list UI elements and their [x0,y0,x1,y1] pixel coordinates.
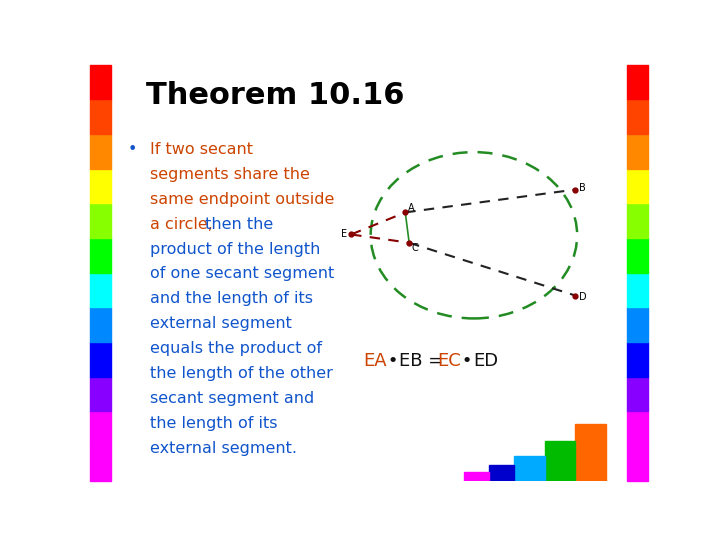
Bar [627,307,648,342]
Text: equals the product of: equals the product of [150,341,323,356]
Bar [627,377,648,411]
Text: product of the length: product of the length [150,241,320,256]
Text: same endpoint outside: same endpoint outside [150,192,335,207]
Text: •: • [382,352,404,370]
Bar [90,99,111,134]
Bar [545,441,575,481]
Text: segments share the: segments share the [150,167,310,181]
Text: EB =: EB = [399,352,449,370]
Bar [90,446,111,481]
Text: and the length of its: and the length of its [150,292,313,306]
Bar [90,307,111,342]
Bar [627,273,648,307]
Bar [90,273,111,307]
Bar [90,377,111,411]
Text: B: B [579,183,585,193]
Bar [627,168,648,204]
Bar [514,456,545,481]
Bar [489,465,514,481]
Text: a circle,: a circle, [150,217,213,232]
Bar [627,238,648,273]
Text: external segment: external segment [150,316,292,332]
Text: the length of its: the length of its [150,416,278,431]
Text: secant segment and: secant segment and [150,391,315,406]
Bar [90,204,111,238]
Text: Theorem 10.16: Theorem 10.16 [145,82,405,111]
Text: of one secant segment: of one secant segment [150,266,335,281]
Bar [90,134,111,168]
Bar [90,168,111,204]
Text: A: A [408,203,414,213]
Text: ED: ED [473,352,498,370]
Text: C: C [411,243,418,253]
Bar [90,342,111,377]
Bar [627,99,648,134]
Text: then the: then the [200,217,274,232]
Text: •: • [128,141,138,157]
Text: E: E [341,228,347,239]
Text: the length of the other: the length of the other [150,366,333,381]
Bar [464,472,489,481]
Bar [627,134,648,168]
Bar [627,65,648,99]
Bar [90,411,111,446]
Text: If two secant: If two secant [150,141,253,157]
Bar [627,342,648,377]
Text: EC: EC [438,352,462,370]
Bar [90,238,111,273]
Text: D: D [579,292,586,302]
Bar [627,411,648,446]
Bar [627,446,648,481]
Text: •: • [456,352,478,370]
Bar [575,424,606,481]
Text: EA: EA [364,352,387,370]
Bar [627,204,648,238]
Text: external segment.: external segment. [150,441,297,456]
Bar [90,65,111,99]
